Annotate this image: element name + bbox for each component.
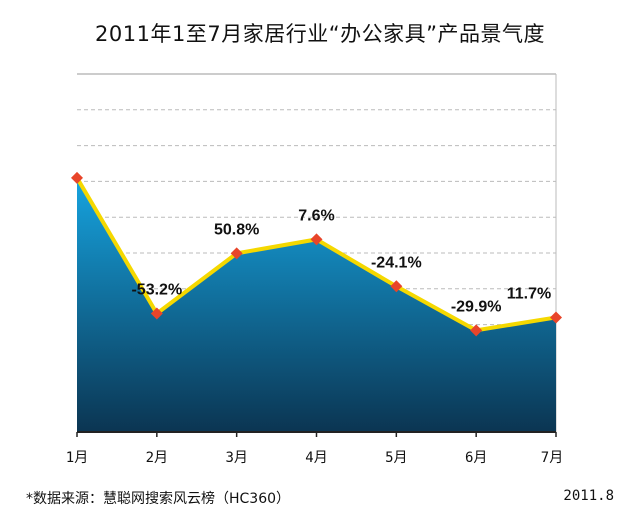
data-point-marker [71,171,83,184]
source-note: *数据来源：慧聪网搜索风云榜（HC360） [26,491,291,507]
x-tick-label: 6月 [465,450,487,466]
data-label: -24.1% [371,254,422,271]
data-point-marker [150,307,163,320]
x-tick-label: 7月 [541,450,563,466]
data-label: -29.9% [451,298,502,315]
chart-title: 2011年1至7月家居行业“办公家具”产品景气度 [95,22,545,46]
data-point-marker [230,247,243,260]
data-label: 7.6% [298,207,334,224]
data-label: 11.7% [507,285,551,302]
data-point-marker [550,311,562,324]
data-label: -53.2% [131,282,182,299]
x-tick-label: 3月 [225,450,247,466]
x-tick-label: 4月 [305,450,327,466]
data-point-marker [470,324,483,337]
x-tick-label: 5月 [385,450,407,466]
x-tick-label: 1月 [66,450,88,466]
x-tick-label: 2月 [146,450,168,466]
data-label: 50.8% [214,221,259,238]
area-fill [77,177,556,432]
date-note: 2011.8 [563,488,614,504]
data-point-marker [310,233,323,246]
data-point-marker [390,280,403,293]
